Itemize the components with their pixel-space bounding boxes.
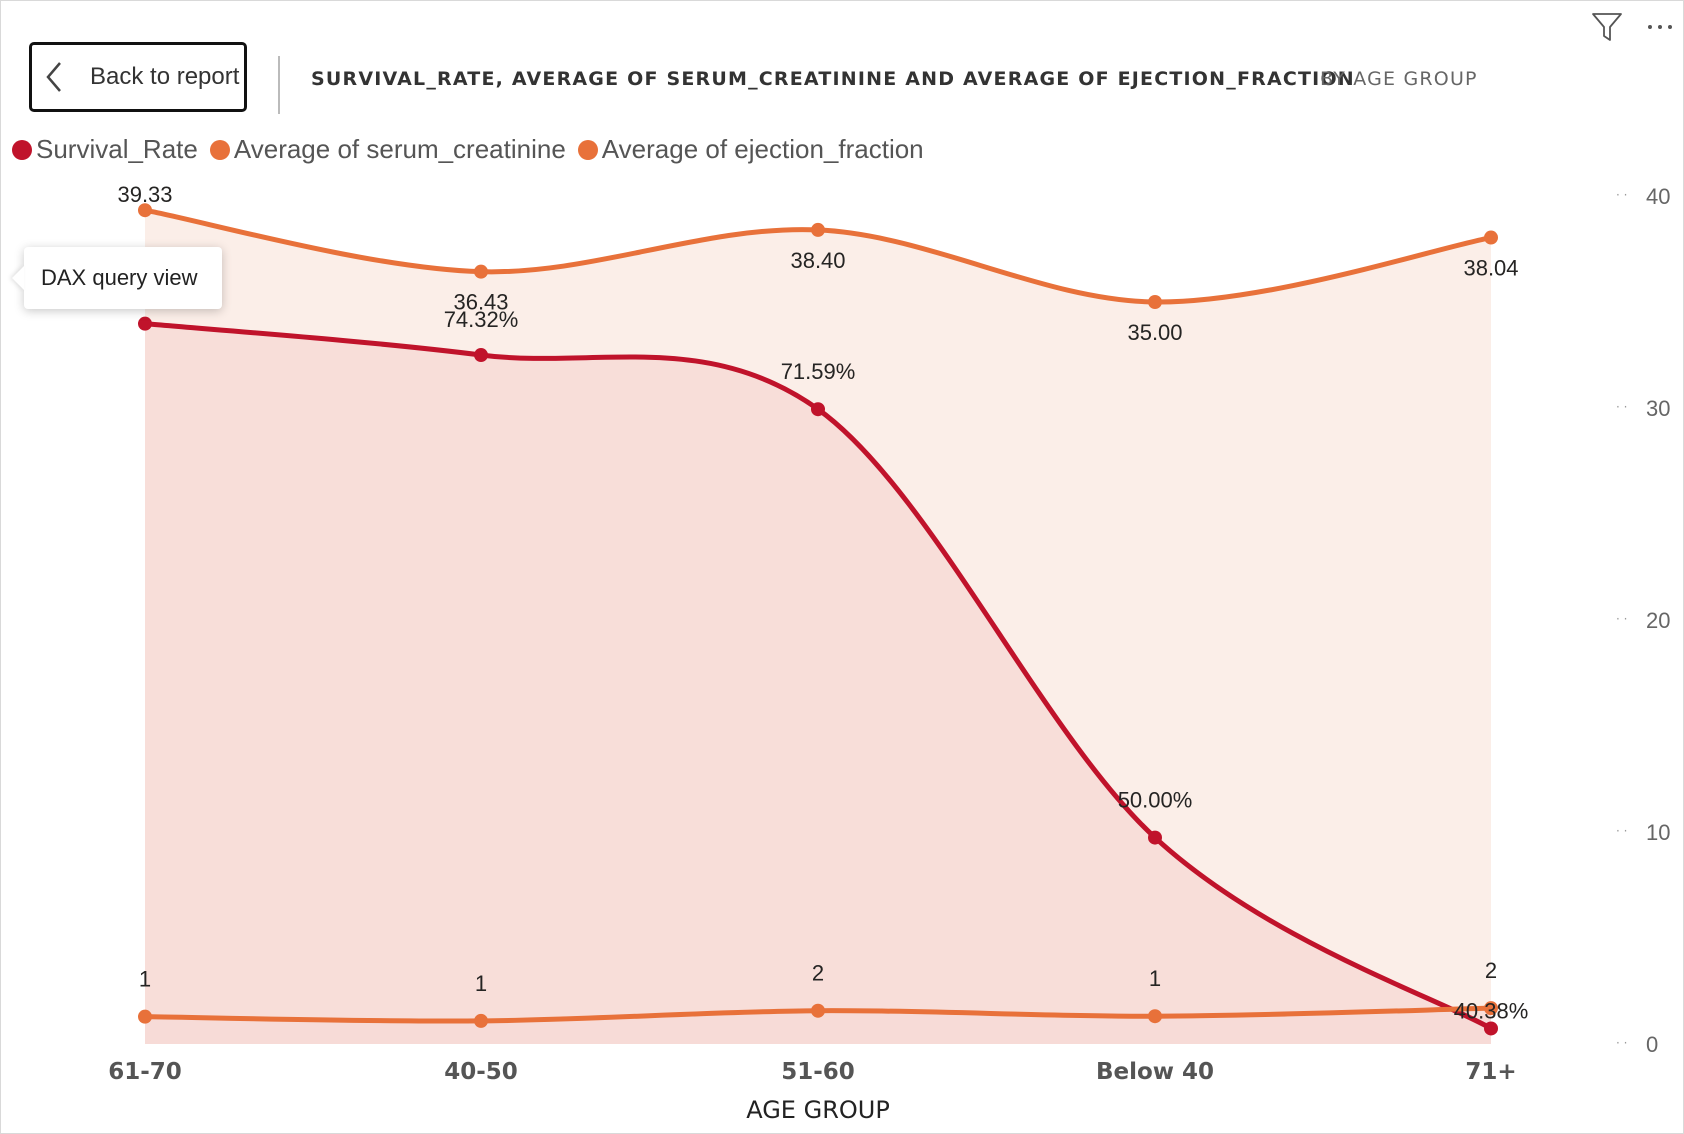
marker-average-of-ejection-fraction-51-60 (811, 222, 825, 237)
ytick-label-30: 30 (1646, 396, 1670, 421)
ytick-dots-0: · · (1616, 1036, 1627, 1050)
dax-query-view-tooltip: DAX query view (24, 247, 222, 309)
data-label-average-of-serum-creatinine-40-50: 1 (475, 971, 487, 996)
chart-legend: Survival_Rate Average of serum_creatinin… (12, 134, 936, 165)
legend-item-serum-creatinine[interactable]: Average of serum_creatinine (209, 134, 566, 165)
data-label-survival-rate-below-40: 50.00% (1118, 788, 1193, 813)
data-label-average-of-ejection-fraction-71: 38.04 (1463, 256, 1518, 281)
data-label-average-of-ejection-fraction-below-40: 35.00 (1127, 320, 1182, 345)
ytick-dots-10: · · (1616, 824, 1627, 838)
xtick-label-61-70: 61-70 (108, 1059, 182, 1085)
marker-average-of-ejection-fraction-below-40 (1148, 295, 1162, 309)
marker-average-of-serum-creatinine-below-40 (1148, 1009, 1162, 1024)
ytick-label-40: 40 (1646, 184, 1670, 209)
marker-average-of-serum-creatinine-40-50 (474, 1013, 488, 1028)
legend-marker-ejection-fraction (577, 139, 598, 160)
data-label-average-of-serum-creatinine-below-40: 1 (1149, 966, 1161, 991)
line-survival-rate (142, 321, 1494, 1031)
data-label-average-of-serum-creatinine-71: 2 (1485, 958, 1497, 983)
data-label-average-of-serum-creatinine-61-70: 1 (139, 967, 151, 992)
legend-item-survival-rate[interactable]: Survival_Rate (12, 134, 198, 165)
ytick-dots-30: · · (1616, 400, 1627, 414)
ytick-dots-20: · · (1616, 612, 1627, 626)
xtick-label-40-50: 40-50 (444, 1059, 518, 1085)
marker-average-of-serum-creatinine-71 (1484, 1001, 1498, 1016)
data-label-survival-rate-51-60: 71.59% (781, 359, 856, 384)
legend-label-serum-creatinine: Average of serum_creatinine (233, 134, 566, 164)
area-survival-rate (145, 323, 1491, 1044)
header-divider (278, 56, 280, 114)
marker-average-of-ejection-fraction-61-70 (138, 203, 152, 218)
marker-average-of-serum-creatinine-61-70 (138, 1009, 152, 1024)
data-label-average-of-ejection-fraction-61-70: 39.33 (117, 182, 172, 207)
more-options-icon[interactable] (1642, 10, 1678, 44)
data-label-survival-rate-71: 40.38% (1454, 998, 1529, 1023)
legend-marker-serum-creatinine (209, 139, 230, 160)
data-label-survival-rate-40-50: 74.32% (444, 307, 519, 332)
marker-survival-rate-51-60 (811, 402, 825, 417)
marker-average-of-serum-creatinine-51-60 (811, 1003, 825, 1018)
data-label-average-of-serum-creatinine-51-60: 2 (812, 961, 824, 986)
back-to-report-label: Back to report (90, 63, 240, 90)
ytick-dots-40: · · (1616, 188, 1627, 202)
data-label-average-of-ejection-fraction-51-60: 38.40 (790, 248, 845, 273)
chart-subtitle: BY AGE GROUP (1320, 68, 1478, 90)
marker-survival-rate-below-40 (1148, 830, 1162, 845)
xtick-label-71: 71+ (1465, 1059, 1516, 1085)
xtick-label-below-40: Below 40 (1096, 1059, 1214, 1085)
tooltip-text: DAX query view (41, 265, 198, 290)
marker-survival-rate-61-70 (138, 316, 152, 331)
back-to-report-button[interactable]: Back to report (29, 42, 247, 112)
legend-label-ejection-fraction: Average of ejection_fraction (601, 134, 924, 164)
legend-label-survival-rate: Survival_Rate (36, 134, 198, 164)
legend-marker-survival-rate (12, 139, 32, 160)
marker-survival-rate-40-50 (474, 348, 488, 363)
chevron-left-icon (46, 62, 61, 92)
filter-icon[interactable] (1590, 10, 1624, 44)
xtick-label-51-60: 51-60 (781, 1059, 855, 1085)
ytick-label-20: 20 (1646, 608, 1670, 633)
marker-average-of-ejection-fraction-40-50 (474, 264, 488, 279)
marker-average-of-ejection-fraction-71 (1484, 230, 1498, 245)
ytick-label-10: 10 (1646, 820, 1670, 845)
x-axis-title: AGE GROUP (746, 1096, 890, 1124)
data-label-average-of-ejection-fraction-40-50: 36.43 (453, 290, 508, 315)
chart-title: SURVIVAL_RATE, AVERAGE OF SERUM_CREATINI… (311, 68, 1355, 90)
legend-item-ejection-fraction[interactable]: Average of ejection_fraction (577, 134, 924, 165)
ytick-label-0: 0 (1646, 1032, 1658, 1057)
marker-survival-rate-71 (1484, 1021, 1498, 1036)
